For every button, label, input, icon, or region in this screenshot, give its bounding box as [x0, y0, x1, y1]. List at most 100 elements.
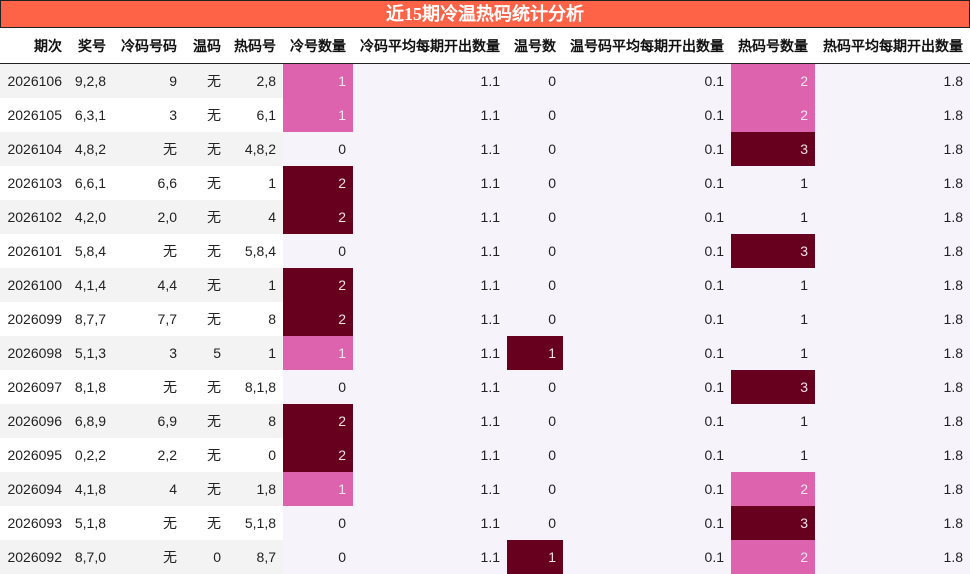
warm-avg-cell: 0.1: [563, 370, 731, 404]
warm-numbers-cell: 无: [184, 268, 228, 302]
cold-count-cell: 0: [283, 370, 353, 404]
cold-numbers-cell: 7,7: [113, 302, 184, 336]
cold-count-cell: 2: [283, 404, 353, 438]
hot-avg-cell: 1.8: [815, 302, 970, 336]
col-header-hot-count[interactable]: 热码号数量: [731, 28, 815, 64]
period-cell: 2026096: [0, 404, 69, 438]
cold-count-cell: 2: [283, 268, 353, 302]
warm-numbers-cell: 无: [184, 404, 228, 438]
draw-cell: 6,8,9: [69, 404, 113, 438]
hot-numbers-cell: 4,8,2: [228, 132, 283, 166]
draw-cell: 6,3,1: [69, 98, 113, 132]
cold-avg-cell: 1.1: [353, 506, 507, 540]
period-cell: 2026100: [0, 268, 69, 302]
hot-count-cell: 3: [731, 370, 815, 404]
warm-numbers-cell: 无: [184, 506, 228, 540]
cold-numbers-cell: 无: [113, 506, 184, 540]
col-header-cold-avg[interactable]: 冷码平均每期开出数量: [353, 28, 507, 64]
cold-avg-cell: 1.1: [353, 540, 507, 574]
cold-avg-cell: 1.1: [353, 268, 507, 302]
hot-avg-cell: 1.8: [815, 234, 970, 268]
period-cell: 2026092: [0, 540, 69, 574]
draw-cell: 5,1,8: [69, 506, 113, 540]
table-row: 2026094 4,1,8 4 无 1,8 1 1.1 0 0.1 2 1.8: [0, 472, 970, 506]
cold-avg-cell: 1.1: [353, 63, 507, 98]
hot-numbers-cell: 8: [228, 302, 283, 336]
hot-avg-cell: 1.8: [815, 370, 970, 404]
cold-count-cell: 0: [283, 234, 353, 268]
col-header-draw[interactable]: 奖号: [69, 28, 113, 64]
table-row: 2026104 4,8,2 无无 4,8,2 0 1.1 0 0.1 3 1.8: [0, 132, 970, 166]
hot-count-cell: 1: [731, 336, 815, 370]
col-header-hot-avg[interactable]: 热码平均每期开出数量: [815, 28, 970, 64]
cold-numbers-cell: 无: [113, 540, 184, 574]
warm-numbers-cell: 无: [184, 132, 228, 166]
table-row: 2026092 8,7,0 无 0 8,7 0 1.1 1 0.1 2 1.8: [0, 540, 970, 574]
hot-avg-cell: 1.8: [815, 506, 970, 540]
warm-numbers-cell: 无: [184, 200, 228, 234]
hot-numbers-cell: 1,8: [228, 472, 283, 506]
hot-avg-cell: 1.8: [815, 540, 970, 574]
warm-count-cell: 0: [507, 98, 563, 132]
hot-count-cell: 1: [731, 166, 815, 200]
table-row: 2026099 8,7,7 7,7 无 8 2 1.1 0 0.1 1 1.8: [0, 302, 970, 336]
draw-cell: 0,2,2: [69, 438, 113, 472]
warm-avg-cell: 0.1: [563, 268, 731, 302]
warm-avg-cell: 0.1: [563, 132, 731, 166]
hot-avg-cell: 1.8: [815, 132, 970, 166]
warm-numbers-cell: 无: [184, 472, 228, 506]
cold-count-cell: 1: [283, 98, 353, 132]
cold-avg-cell: 1.1: [353, 200, 507, 234]
col-header-hot-numbers[interactable]: 热码号: [228, 28, 283, 64]
period-cell: 2026103: [0, 166, 69, 200]
warm-numbers-cell: 无: [184, 370, 228, 404]
warm-count-cell: 0: [507, 404, 563, 438]
hot-numbers-cell: 8: [228, 404, 283, 438]
hot-avg-cell: 1.8: [815, 98, 970, 132]
table-row: 2026095 0,2,2 2,2 无 0 2 1.1 0 0.1 1 1.8: [0, 438, 970, 472]
cold-avg-cell: 1.1: [353, 336, 507, 370]
hot-count-cell: 1: [731, 404, 815, 438]
draw-cell: 4,2,0: [69, 200, 113, 234]
col-header-warm-avg[interactable]: 温号码平均每期开出数量: [563, 28, 731, 64]
warm-count-cell: 0: [507, 506, 563, 540]
warm-numbers-cell: 0: [184, 540, 228, 574]
col-header-period[interactable]: 期次: [0, 28, 69, 64]
period-cell: 2026105: [0, 98, 69, 132]
hot-count-cell: 3: [731, 506, 815, 540]
period-cell: 2026095: [0, 438, 69, 472]
hot-avg-cell: 1.8: [815, 166, 970, 200]
hot-avg-cell: 1.8: [815, 404, 970, 438]
period-cell: 2026097: [0, 370, 69, 404]
warm-avg-cell: 0.1: [563, 540, 731, 574]
col-header-warm-count[interactable]: 温号数: [507, 28, 563, 64]
col-header-warm-numbers[interactable]: 温码: [184, 28, 228, 64]
cold-avg-cell: 1.1: [353, 234, 507, 268]
cold-numbers-cell: 3: [113, 336, 184, 370]
draw-cell: 5,1,3: [69, 336, 113, 370]
period-cell: 2026099: [0, 302, 69, 336]
warm-count-cell: 0: [507, 370, 563, 404]
cold-numbers-cell: 无: [113, 132, 184, 166]
col-header-cold-count[interactable]: 冷号数量: [283, 28, 353, 64]
warm-numbers-cell: 无: [184, 63, 228, 98]
hot-count-cell: 2: [731, 540, 815, 574]
draw-cell: 8,7,0: [69, 540, 113, 574]
warm-numbers-cell: 无: [184, 98, 228, 132]
cold-numbers-cell: 2,2: [113, 438, 184, 472]
warm-count-cell: 0: [507, 166, 563, 200]
cold-avg-cell: 1.1: [353, 472, 507, 506]
cold-count-cell: 0: [283, 540, 353, 574]
cold-numbers-cell: 9: [113, 63, 184, 98]
draw-cell: 4,1,8: [69, 472, 113, 506]
warm-numbers-cell: 5: [184, 336, 228, 370]
warm-count-cell: 0: [507, 200, 563, 234]
col-header-cold-numbers[interactable]: 冷码号码: [113, 28, 184, 64]
hot-count-cell: 1: [731, 268, 815, 302]
cold-count-cell: 2: [283, 302, 353, 336]
hot-count-cell: 2: [731, 472, 815, 506]
hot-numbers-cell: 8,1,8: [228, 370, 283, 404]
hot-numbers-cell: 1: [228, 336, 283, 370]
period-cell: 2026102: [0, 200, 69, 234]
cold-avg-cell: 1.1: [353, 98, 507, 132]
